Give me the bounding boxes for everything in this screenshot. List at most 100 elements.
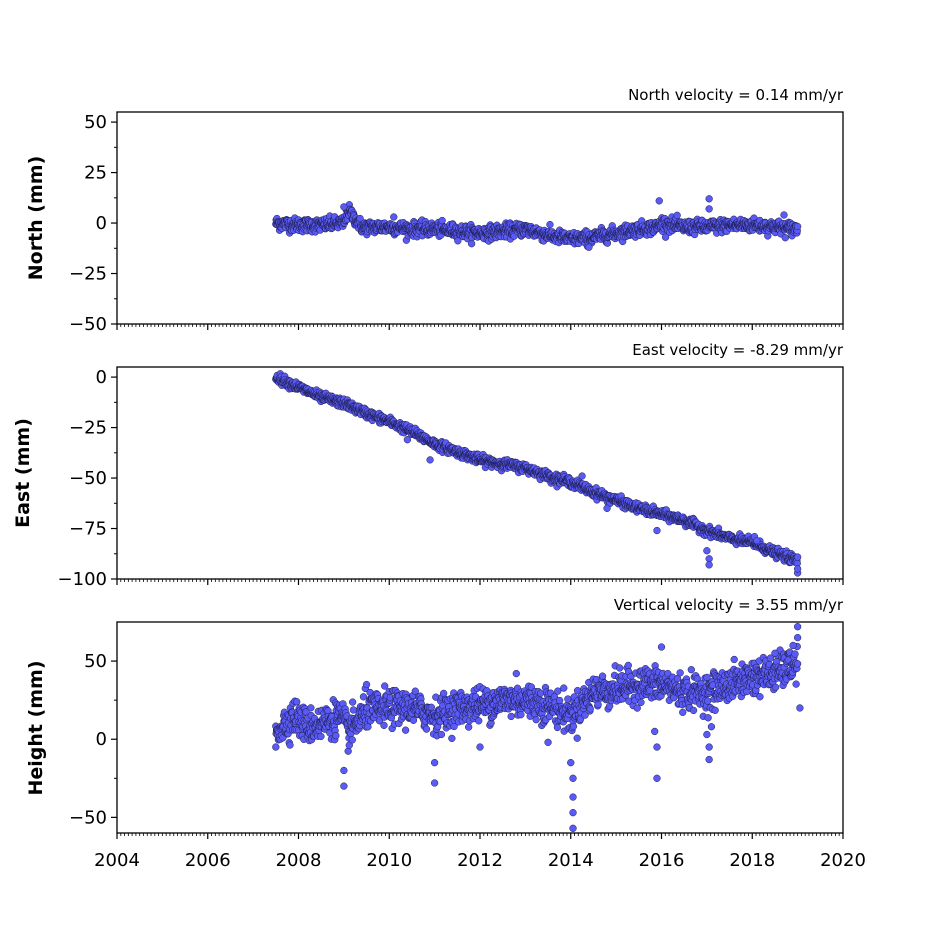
height-data-point: [272, 743, 280, 751]
height-ylabel: Height (mm): [25, 660, 47, 795]
height-data-point: [653, 774, 661, 782]
east-ylabel: East (mm): [12, 418, 34, 528]
height-data-point: [569, 809, 577, 817]
height-data-point: [536, 689, 545, 697]
height-ytick-label: 0: [96, 729, 107, 750]
north-data-point: [705, 195, 713, 203]
east-data-point: [705, 555, 713, 563]
height-data-point: [586, 705, 594, 713]
height-data-point: [556, 696, 564, 705]
height-data-point: [705, 755, 713, 764]
height-data-point: [569, 722, 578, 731]
north-data-point: [673, 211, 681, 219]
height-data-point: [401, 726, 410, 734]
north-panel: 50 25 0 −25 −50 North (mm) North velocity = …: [25, 86, 844, 335]
height-data-point: [430, 779, 439, 787]
height-data-point: [430, 759, 439, 767]
height-data-point: [679, 708, 687, 716]
east-data-point: [578, 472, 586, 480]
height-data-point: [771, 683, 780, 691]
height-data-point: [381, 682, 389, 690]
height-data-point: [624, 661, 632, 670]
height-data-point: [286, 741, 294, 749]
height-data-point: [532, 716, 540, 724]
height-xtick-label: 2012: [457, 850, 503, 871]
height-data-point: [307, 704, 315, 712]
height-data-point: [704, 714, 712, 722]
height-data-point: [793, 633, 802, 642]
north-ytick-label: 0: [96, 213, 107, 234]
north-velocity-annotation: North velocity = 0.14 mm/yr: [628, 86, 844, 104]
east-ytick-label: −25: [69, 418, 107, 439]
height-data-point: [704, 697, 712, 705]
height-xtick-label: 2006: [185, 850, 231, 871]
height-data-point: [340, 766, 348, 775]
height-data-point: [689, 706, 698, 715]
height-data-point: [657, 643, 666, 651]
north-data-points: [272, 195, 802, 251]
height-data-point: [598, 672, 607, 680]
height-xtick-label: 2020: [820, 850, 866, 871]
height-data-point: [364, 723, 372, 731]
north-data-point: [781, 234, 789, 242]
height-data-point: [344, 747, 352, 755]
height-xtick-label: 2016: [639, 850, 685, 871]
height-data-point: [703, 730, 711, 739]
height-data-point: [594, 700, 602, 709]
height-data-point: [756, 693, 764, 701]
height-data-point: [507, 712, 515, 721]
east-ytick-label: −50: [69, 468, 107, 489]
east-data-point: [705, 561, 713, 569]
height-data-point: [409, 716, 418, 724]
north-ylabel: North (mm): [25, 156, 47, 281]
east-data-point: [703, 547, 711, 555]
height-data-point: [349, 698, 357, 706]
height-data-point: [651, 727, 659, 736]
north-data-point: [340, 203, 348, 211]
height-data-point: [448, 734, 456, 743]
north-data-point: [780, 211, 788, 219]
height-data-point: [616, 664, 624, 672]
north-data-point: [467, 240, 476, 248]
height-data-point: [793, 623, 802, 631]
height-data-point: [340, 782, 348, 790]
height-data-point: [553, 723, 562, 732]
north-data-point: [655, 197, 663, 205]
east-velocity-annotation: East velocity = -8.29 mm/yr: [632, 341, 844, 359]
height-data-point: [676, 669, 684, 677]
height-velocity-annotation: Vertical velocity = 3.55 mm/yr: [614, 596, 844, 614]
north-ytick-label: −25: [69, 264, 107, 285]
height-data-point: [707, 723, 716, 731]
east-data-point: [403, 436, 412, 444]
north-data-point: [705, 205, 713, 213]
height-data-point: [349, 706, 358, 714]
height-data-point: [569, 824, 577, 832]
north-data-point: [438, 216, 446, 225]
height-data-point: [567, 759, 575, 767]
height-data-point: [653, 743, 661, 751]
height-data-point: [512, 669, 520, 678]
height-xtick-label: 2004: [94, 850, 140, 871]
height-data-point: [793, 660, 802, 668]
north-ytick-label: −50: [69, 314, 107, 335]
height-xtick-label: 2008: [276, 850, 322, 871]
height-data-point: [560, 684, 568, 692]
height-data-point: [569, 774, 577, 782]
east-data-point: [793, 553, 802, 561]
north-data-point: [585, 243, 593, 251]
east-data-point: [603, 504, 611, 512]
height-data-point: [362, 680, 371, 689]
height-data-point: [317, 732, 325, 741]
height-ytick-label: 50: [84, 651, 107, 672]
height-data-point: [348, 736, 356, 744]
height-data-point: [544, 738, 552, 746]
east-ytick-label: −100: [58, 569, 107, 590]
height-data-point: [792, 680, 800, 688]
north-ytick-label: 50: [84, 112, 107, 133]
east-ytick-label: 0: [96, 367, 107, 388]
height-data-point: [517, 711, 525, 719]
north-data-point: [390, 213, 398, 221]
height-data-point: [380, 721, 388, 729]
